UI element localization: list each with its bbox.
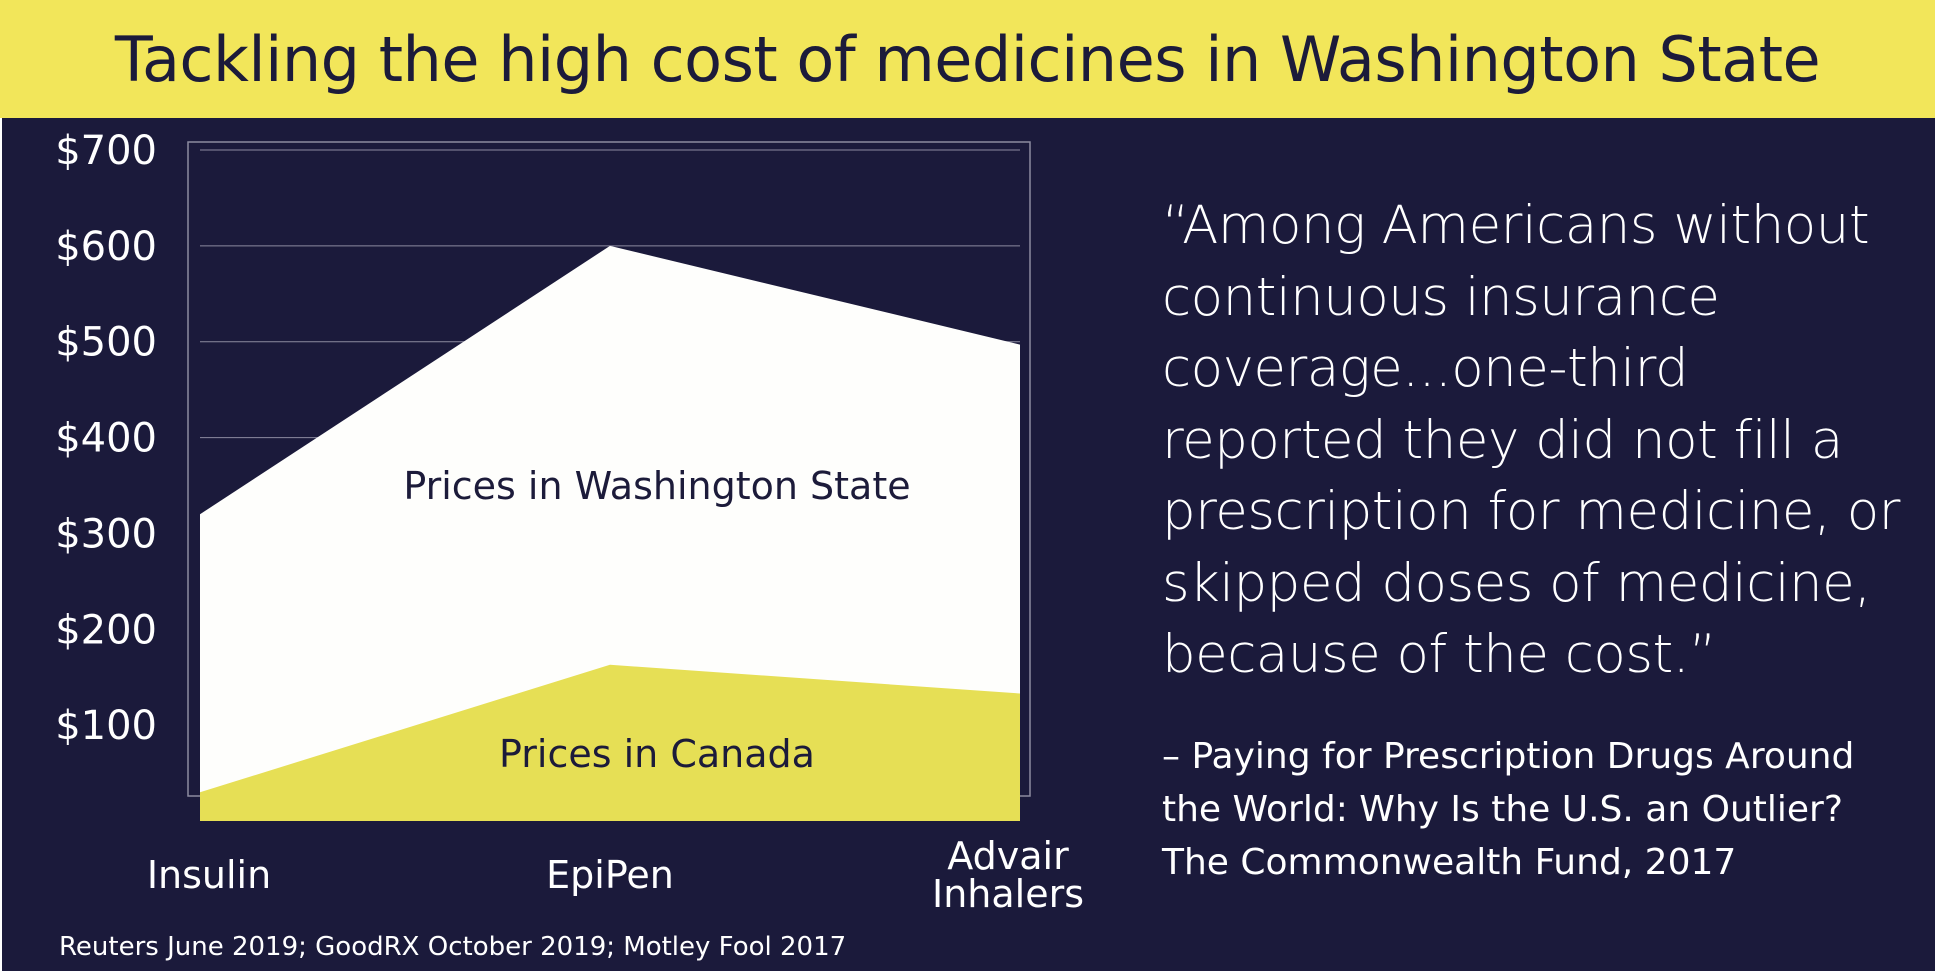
source-note: Reuters June 2019; GoodRX October 2019; …: [59, 932, 847, 962]
title-banner: Tackling the high cost of medicines in W…: [0, 0, 1935, 118]
x-category-label: Insulin: [147, 853, 271, 897]
quote-block: “Among Americans without continuous insu…: [1162, 190, 1922, 691]
y-tick-label: $100: [55, 703, 157, 749]
attribution-line: The Commonwealth Fund, 2017: [1162, 842, 1737, 883]
series-label-washington: Prices in Washington State: [403, 464, 910, 508]
y-tick-label: $300: [55, 511, 157, 557]
y-tick-label: $500: [55, 320, 157, 366]
quote-line: skipped doses of medicine,: [1162, 552, 1871, 614]
series-label-canada: Prices in Canada: [499, 732, 815, 776]
washington-price-area: [200, 245, 1020, 821]
canada-price-area: [200, 664, 1020, 821]
attribution-line: the World: Why Is the U.S. an Outlier?: [1162, 789, 1843, 830]
y-tick-label: $600: [55, 224, 157, 270]
quote-line: prescription for medicine, or: [1162, 481, 1900, 542]
page-title: Tackling the high cost of medicines in W…: [114, 22, 1821, 96]
price-area-chart: Prices in Washington State Prices in Cana…: [55, 128, 1084, 916]
content-panel: Prices in Washington State Prices in Cana…: [2, 118, 1935, 971]
x-category-label: EpiPen: [546, 853, 674, 897]
attribution-line: – Paying for Prescription Drugs Around: [1162, 736, 1855, 777]
quote-line: coverage...one-third: [1162, 338, 1689, 399]
x-category-label: Inhalers: [932, 872, 1084, 916]
y-tick-label: $700: [55, 128, 157, 174]
quote-attribution: – Paying for Prescription Drugs Around t…: [1162, 730, 1922, 889]
quote-line: continuous insurance: [1162, 266, 1720, 328]
quote-line: because of the cost.”: [1162, 624, 1717, 685]
quote-line: “Among Americans without: [1162, 195, 1870, 256]
y-tick-label: $200: [55, 607, 157, 653]
x-category-label: Advair: [947, 834, 1069, 878]
y-tick-label: $400: [55, 416, 157, 462]
quote-line: reported they did not fill a: [1162, 409, 1843, 471]
